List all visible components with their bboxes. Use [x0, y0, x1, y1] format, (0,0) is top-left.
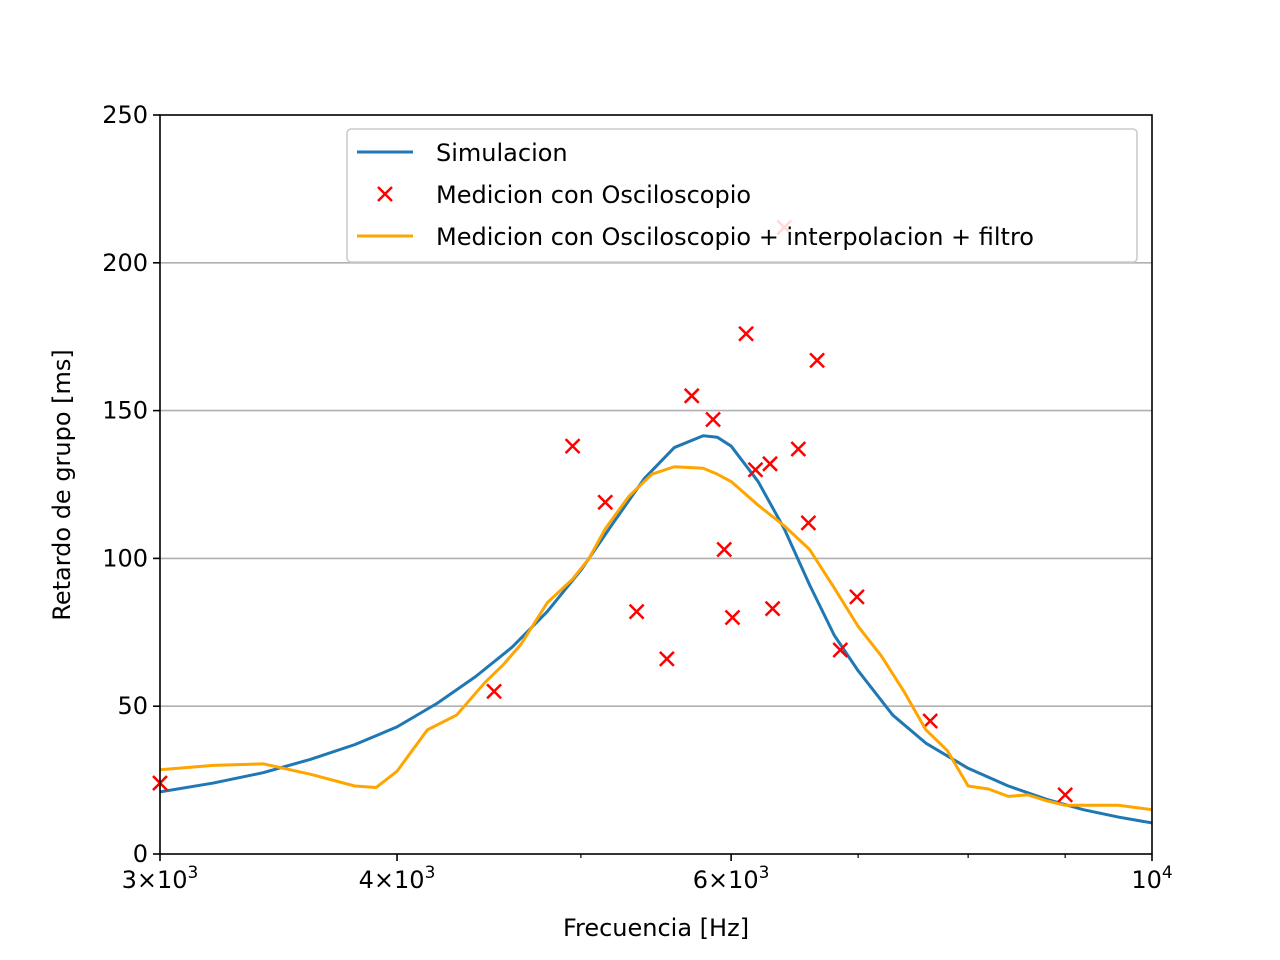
scatter-point: [486, 683, 502, 700]
scatter-point: [849, 588, 865, 605]
legend-label: Simulacion: [436, 139, 568, 167]
scatter-point: [705, 411, 721, 428]
x-tick-label: 3×103: [122, 863, 199, 894]
scatter-point: [597, 494, 614, 511]
y-tick-label: 100: [102, 544, 148, 572]
scatter-point: [716, 541, 733, 558]
scatter-point: [790, 441, 807, 457]
scatter-point: [747, 461, 764, 478]
legend-swatch-marker: [377, 186, 393, 202]
scatter-point: [922, 713, 939, 729]
y-tick-label: 0: [133, 840, 148, 868]
y-axis-label: Retardo de grupo [ms]: [48, 349, 76, 621]
scatter-point: [724, 609, 741, 626]
series-line-2: [160, 465, 1152, 812]
scatter-point: [564, 438, 581, 454]
y-tick-label: 250: [102, 101, 148, 129]
legend-label: Medicion con Osciloscopio + interpolacio…: [436, 223, 1034, 251]
scatter-point: [809, 352, 825, 369]
x-tick-label: 4×103: [359, 863, 436, 894]
scatter-point: [658, 651, 675, 667]
legend-box: [346, 128, 1138, 263]
scatter-point: [738, 325, 754, 342]
scatter-point: [683, 387, 700, 404]
x-tick-label: 6×103: [693, 863, 770, 894]
x-axis-label: Frecuencia [Hz]: [563, 914, 749, 942]
scatter-point: [628, 603, 645, 620]
y-tick-label: 200: [102, 249, 148, 277]
axes-frame: [159, 114, 1153, 855]
y-tick-label: 50: [117, 692, 148, 720]
scatter-point: [800, 515, 817, 531]
scatter-point: [762, 455, 778, 472]
legend-label: Medicion con Osciloscopio: [436, 181, 751, 209]
series-line-0: [160, 434, 1152, 825]
y-tick-label: 150: [102, 397, 148, 425]
scatter-point: [832, 642, 849, 658]
scatter-point: [764, 600, 781, 617]
legend: Simulacion Medicion con Osciloscopio Medic…: [346, 128, 1138, 263]
scatter-point: [1057, 786, 1074, 803]
